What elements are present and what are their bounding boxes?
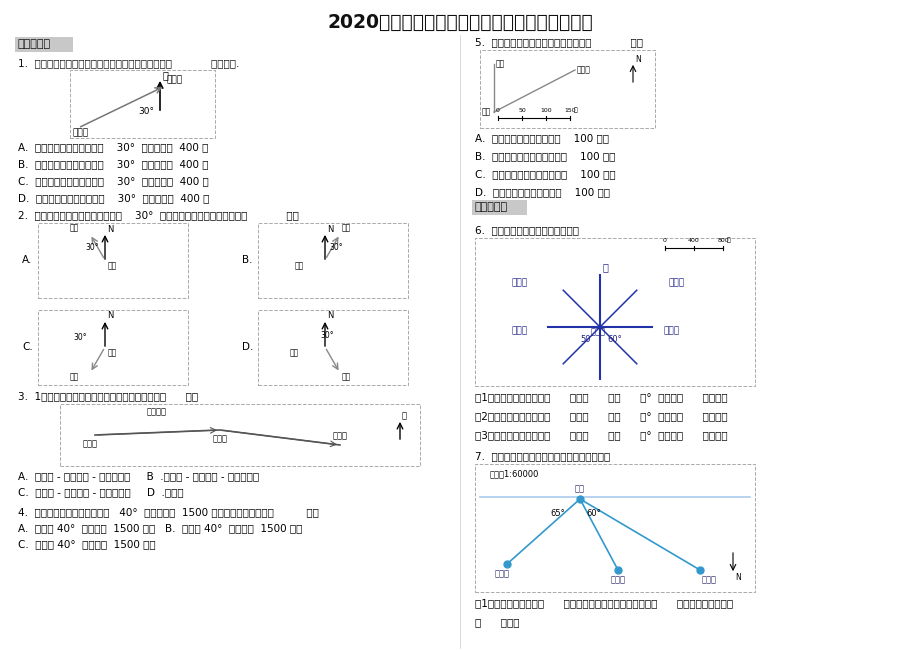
Text: A.  北偏东 40°  方向飞行  1500 千米   B.  南偏西 40°  方向飞行  1500 千米: A. 北偏东 40° 方向飞行 1500 千米 B. 南偏西 40° 方向飞行 …	[18, 523, 302, 533]
Text: 广场: 广场	[108, 261, 117, 270]
Text: 二、填空题: 二、填空题	[474, 202, 507, 212]
Text: 入民广场: 入民广场	[147, 408, 167, 417]
Text: A.  沙坑位于大门的正北方向    100 米处: A. 沙坑位于大门的正北方向 100 米处	[474, 133, 608, 143]
Text: （3）电影院在图书馆的（      ）偏（      ）（      ）°  方向的（      ）米处。: （3）电影院在图书馆的（ ）偏（ ）（ ）° 方向的（ ）米处。	[474, 430, 727, 440]
Text: 一、选择题: 一、选择题	[18, 39, 51, 49]
Text: A.  先向西 - 再向西南 - 最后向西北     B  .先向东 - 再向东南 - 最后向东北: A. 先向西 - 再向西南 - 最后向西北 B .先向东 - 再向东南 - 最后…	[18, 471, 259, 481]
Text: 狮虎山: 狮虎山	[701, 575, 716, 584]
Text: 熊猫馆: 熊猫馆	[610, 575, 625, 584]
Text: 学校: 学校	[342, 372, 351, 382]
Text: 火车站: 火车站	[83, 439, 97, 448]
Text: 电影院: 电影院	[590, 328, 605, 337]
Text: 30°: 30°	[320, 330, 334, 339]
Text: 广场: 广场	[108, 348, 117, 358]
Text: 学校: 学校	[70, 224, 79, 233]
Text: 100: 100	[539, 107, 551, 112]
Text: 2.  以广场为观测点，学校在北偏西    30°  方向处，下列各图中正确的是（            ）。: 2. 以广场为观测点，学校在北偏西 30° 方向处，下列各图中正确的是（ ）。	[18, 210, 299, 220]
Text: 0: 0	[495, 107, 499, 112]
Text: 50: 50	[579, 335, 590, 343]
Text: 幸福村: 幸福村	[332, 432, 347, 441]
Text: 65°: 65°	[550, 508, 564, 517]
Text: 广场: 广场	[295, 261, 304, 270]
Bar	[257, 310, 407, 385]
Text: （2）影视城在电影院的（      ）偏（      ）（      ）°  方向的（      ）米处。: （2）影视城在电影院的（ ）偏（ ）（ ）° 方向的（ ）米处。	[474, 411, 727, 421]
Text: C.  小红：小明在我家南偏北    30°  的方向距离  400 米: C. 小红：小明在我家南偏北 30° 的方向距离 400 米	[18, 176, 209, 186]
Text: 小明家: 小明家	[167, 75, 183, 84]
Text: C.  先向东 - 再向西南 - 最后向东北     D  .无选项: C. 先向东 - 再向西南 - 最后向东北 D .无选项	[18, 487, 184, 497]
Bar	[474, 238, 754, 386]
Text: N: N	[634, 55, 640, 64]
Text: D.: D.	[242, 342, 253, 352]
Bar	[474, 464, 754, 592]
Text: 30°: 30°	[73, 333, 86, 341]
Text: 60°: 60°	[607, 335, 621, 343]
Text: 百鸟园: 百鸟园	[494, 569, 509, 578]
Text: 北: 北	[602, 262, 608, 272]
Text: 0: 0	[663, 237, 666, 242]
Bar	[70, 70, 215, 138]
Text: N: N	[107, 311, 113, 320]
Text: N: N	[107, 224, 113, 233]
Text: 北: 北	[163, 70, 169, 80]
Text: 50: 50	[517, 107, 526, 112]
Text: 1.  如图，小明家与小红家的方向距离描述正确的是（            ）小明家.: 1. 如图，小明家与小红家的方向距离描述正确的是（ ）小明家.	[18, 58, 239, 68]
Text: D.  大门位于沙坑的正南方向    100 米处: D. 大门位于沙坑的正南方向 100 米处	[474, 187, 609, 197]
Text: B.: B.	[242, 255, 252, 265]
Text: 30°: 30°	[329, 244, 342, 252]
Text: N: N	[326, 224, 333, 233]
Bar	[15, 37, 73, 52]
Text: 影视城: 影视城	[664, 326, 679, 335]
Text: A.  小明：小红在我家西偏南    30°  的方向距离  400 米: A. 小明：小红在我家西偏南 30° 的方向距离 400 米	[18, 142, 208, 152]
Text: C.: C.	[22, 342, 33, 352]
Text: 北: 北	[402, 411, 406, 421]
Text: B.  小明：小红在我家南偏西    30°  的方向距离  400 米: B. 小明：小红在我家南偏西 30° 的方向距离 400 米	[18, 159, 209, 169]
Text: 学校: 学校	[70, 372, 79, 382]
Text: 少年宫: 少年宫	[511, 278, 528, 287]
Text: 大门: 大门	[482, 107, 491, 116]
Text: 文化园: 文化园	[511, 326, 528, 335]
Text: N: N	[734, 573, 740, 582]
Text: 800: 800	[717, 237, 728, 242]
Text: 幸福村: 幸福村	[212, 434, 227, 443]
Text: N: N	[326, 311, 333, 320]
Text: 大门: 大门	[574, 484, 584, 493]
Text: 广场: 广场	[289, 348, 299, 358]
Text: 沙坑: 沙坑	[495, 60, 505, 68]
Bar	[480, 50, 654, 128]
Text: 图书馆: 图书馆	[668, 278, 685, 287]
Text: 米: 米	[573, 107, 577, 113]
Text: C.  图书馆位于大门北偏东方向    100 米处: C. 图书馆位于大门北偏东方向 100 米处	[474, 169, 615, 179]
Text: 米: 米	[726, 237, 730, 243]
Text: 比例尺1:60000: 比例尺1:60000	[490, 469, 539, 478]
Text: 150: 150	[563, 107, 575, 112]
Text: 5.  根据下图信息，下列说法错误的是（            ）。: 5. 根据下图信息，下列说法错误的是（ ）。	[474, 37, 642, 47]
Text: B.  图书馆位于大门北偏西方向    100 米处: B. 图书馆位于大门北偏西方向 100 米处	[474, 151, 615, 161]
Text: 30°: 30°	[85, 244, 98, 252]
Text: （1）百鸟园在大门的（      ）方向上，与大门的图上距离为（      ）厘米，实际距离为: （1）百鸟园在大门的（ ）方向上，与大门的图上距离为（ ）厘米，实际距离为	[474, 598, 732, 608]
Text: D.  小红：小明在我家北偏东    30°  的方向距离  400 米: D. 小红：小明在我家北偏东 30° 的方向距离 400 米	[18, 193, 210, 203]
Text: 7.  下面是某市动物园的部分园区平面示意图。: 7. 下面是某市动物园的部分园区平面示意图。	[474, 451, 609, 461]
Text: 3.  1路汽车从火车站开往幸福村，前进的方向是（      ）。: 3. 1路汽车从火车站开往幸福村，前进的方向是（ ）。	[18, 391, 198, 401]
Text: （1）少年宫在电影院的（      ）偏（      ）（      ）°  方向的（      ）米处。: （1）少年宫在电影院的（ ）偏（ ）（ ）° 方向的（ ）米处。	[474, 392, 727, 402]
Bar	[38, 223, 187, 298]
Text: 学校: 学校	[342, 224, 351, 233]
Bar	[60, 404, 420, 466]
Bar	[257, 223, 407, 298]
Bar	[38, 310, 187, 385]
Text: A.: A.	[22, 255, 32, 265]
Text: 30°: 30°	[138, 107, 153, 116]
Text: 400: 400	[687, 237, 699, 242]
Text: 4.  一架飞机从某机场向南偏东   40°  方向飞行了  1500 千米，返回时飞机要（          ）。: 4. 一架飞机从某机场向南偏东 40° 方向飞行了 1500 千米，返回时飞机要…	[18, 507, 319, 517]
Text: 2020年苏教版数学六年级下册第五单元复习试题: 2020年苏教版数学六年级下册第五单元复习试题	[327, 12, 592, 31]
Text: C.  北偏西 40°  方向飞行  1500 千米: C. 北偏西 40° 方向飞行 1500 千米	[18, 539, 155, 549]
Text: 60°: 60°	[585, 508, 600, 517]
Text: （      ）米。: （ ）米。	[474, 617, 519, 627]
Bar	[471, 200, 527, 215]
Text: 图书馆: 图书馆	[576, 66, 590, 75]
Text: 小红家: 小红家	[73, 129, 89, 138]
Text: 6.  下图是某市文化生活区方位图。: 6. 下图是某市文化生活区方位图。	[474, 225, 578, 235]
